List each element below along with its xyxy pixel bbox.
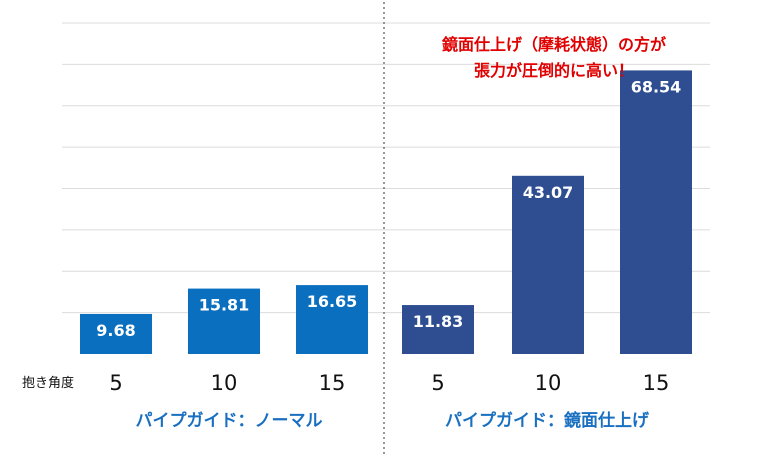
bar-normal-15 xyxy=(296,285,368,354)
bar-mirror-5 xyxy=(402,305,474,354)
x-tick-label: 10 xyxy=(211,371,238,395)
x-tick-label: 15 xyxy=(319,371,346,395)
x-axis-title: 抱き角度 xyxy=(22,375,74,391)
bar-value-label: 16.65 xyxy=(307,292,358,311)
bar-value-label: 11.83 xyxy=(413,312,464,331)
group-label-mirror: パイプガイド：鏡面仕上げ xyxy=(445,410,650,431)
bar-mirror-10 xyxy=(512,175,584,354)
bar-value-label: 68.54 xyxy=(631,77,682,96)
annotation-line-2: 張力が圧倒的に高い！ xyxy=(474,61,634,80)
bar-normal-10 xyxy=(188,288,260,354)
x-tick-label: 5 xyxy=(109,371,122,395)
x-tick-label: 15 xyxy=(643,371,670,395)
bar-value-label: 15.81 xyxy=(199,296,250,315)
x-tick-label: 5 xyxy=(431,371,444,395)
group-label-normal: パイプガイド：ノーマル xyxy=(136,410,323,431)
bar-value-label: 43.07 xyxy=(523,183,574,202)
gridlines xyxy=(62,22,710,314)
bar-normal-5 xyxy=(80,313,152,354)
bar-mirror-15 xyxy=(620,70,692,355)
bar-value-label: 9.68 xyxy=(96,321,135,340)
annotation-line-1: 鏡面仕上げ（摩耗状態）の方が xyxy=(442,35,666,54)
bars xyxy=(80,70,692,355)
labels: 9.68 5 15.81 10 16.65 15 パイプガイド：ノーマル 11.83 5 43.0… xyxy=(96,77,681,431)
x-tick-label: 10 xyxy=(535,371,562,395)
